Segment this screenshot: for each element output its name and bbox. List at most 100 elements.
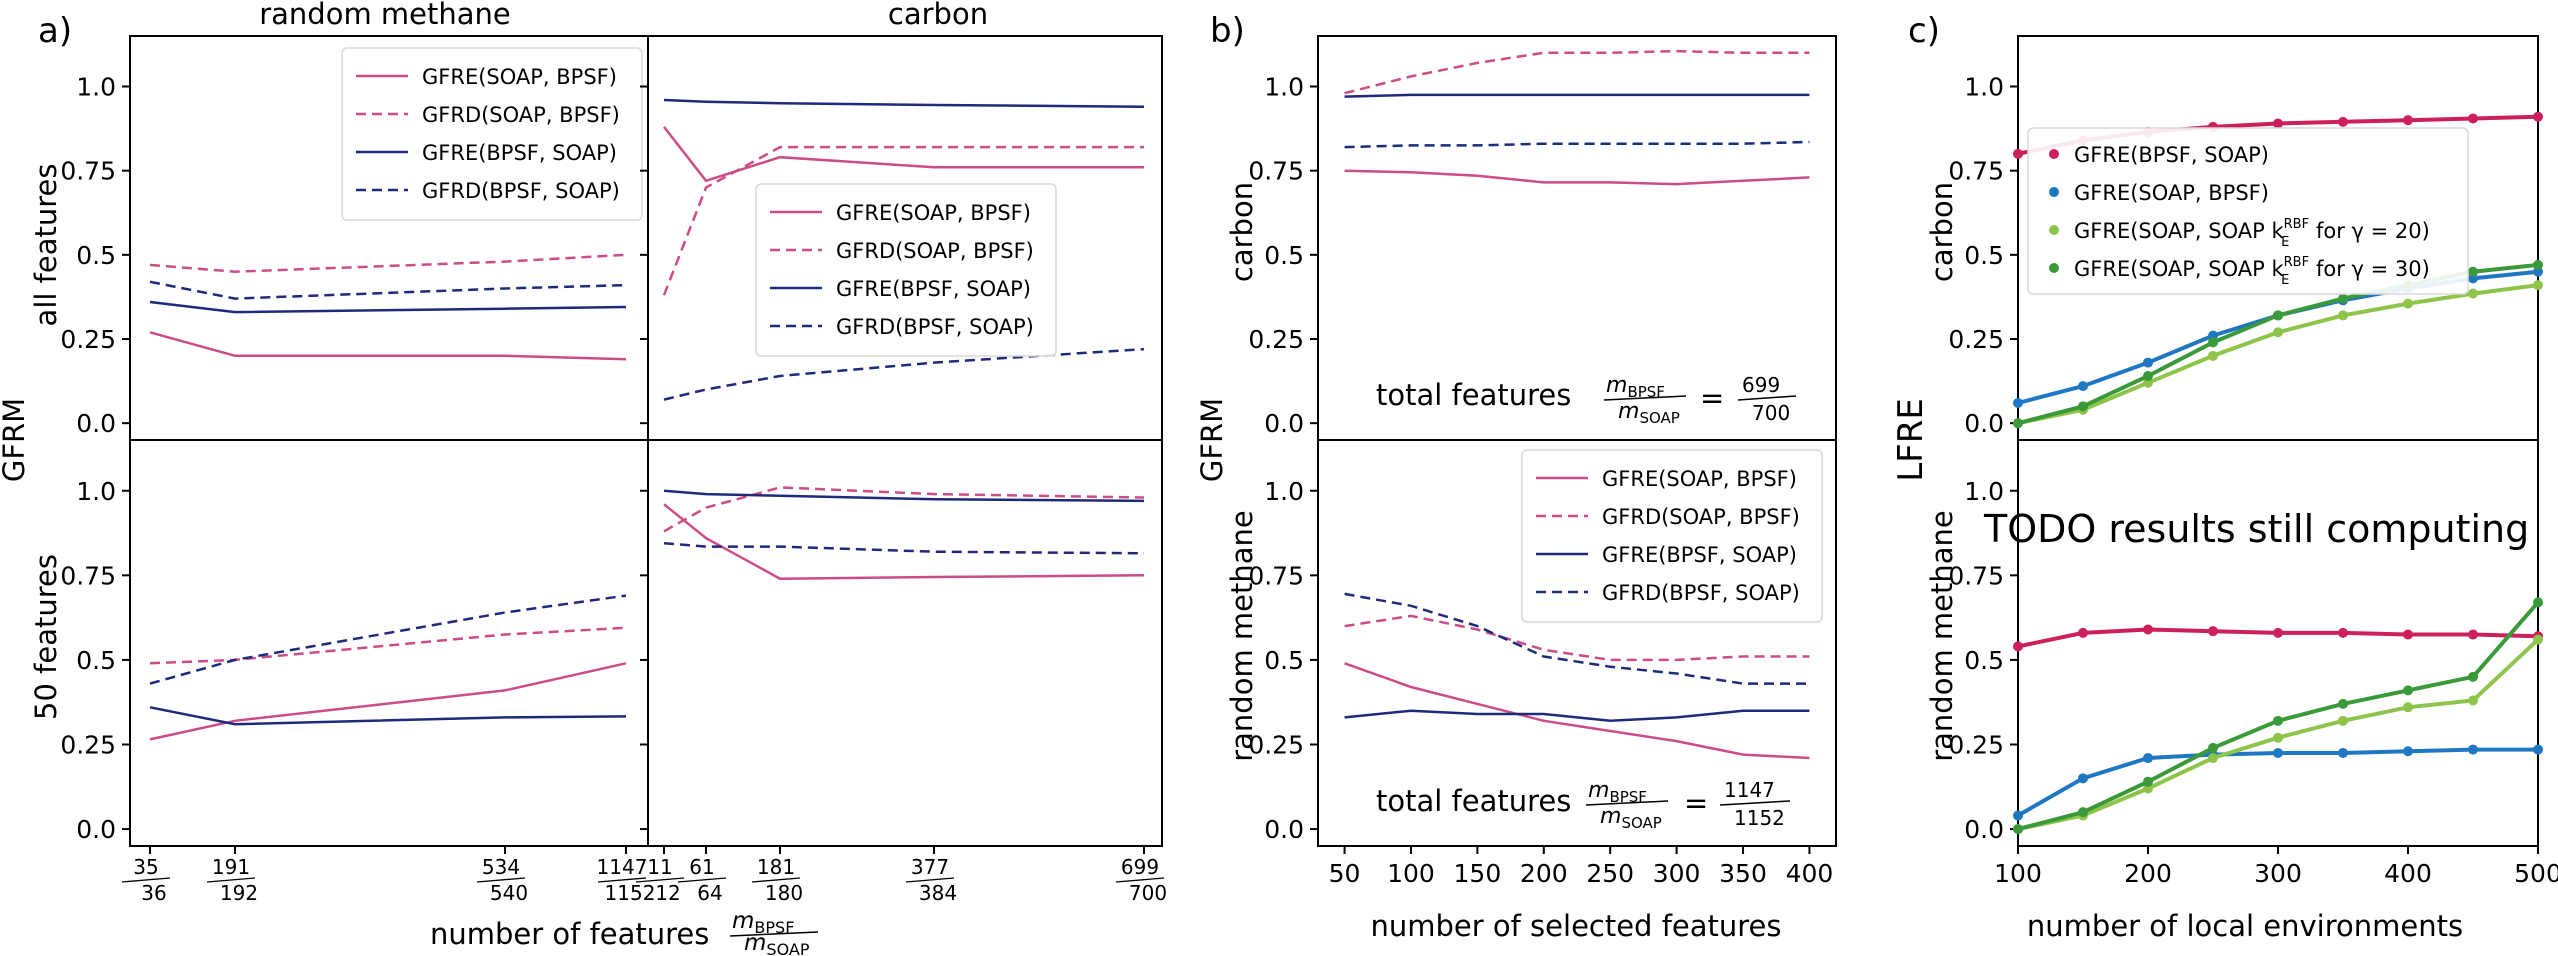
legend-label: GFRE(BPSF, SOAP) (1602, 543, 1797, 567)
svg-text:=: = (1700, 381, 1724, 415)
data-point (2468, 113, 2478, 124)
xtick-label: 200 (2124, 859, 2172, 888)
data-point (2338, 627, 2348, 638)
data-point (2208, 337, 2218, 348)
data-point (2403, 746, 2413, 757)
data-point (2468, 671, 2478, 682)
ytick-label-b-carbon: 0.0 (1264, 409, 1304, 438)
plot-b-carbon: 0.0 0.25 0.5 0.75 1.0 (1248, 35, 1837, 441)
xtick-label: 300 (2254, 859, 2302, 888)
series-line (663, 486, 1145, 533)
xtick-label-den: 700 (1129, 881, 1167, 905)
series-line (1344, 662, 1810, 760)
series-line (1344, 592, 1810, 685)
xtick-label-bar (635, 877, 685, 883)
ytick-label-c-carbon: 1.0 (1964, 73, 2004, 102)
ytick-label-c-methane: 0.25 (1948, 731, 2004, 760)
series-line (663, 541, 1145, 555)
xtick-label: 50 (1329, 859, 1361, 888)
ytick-label-c-methane: 0.75 (1948, 561, 2004, 590)
data-point (2338, 698, 2348, 709)
data-point (2208, 350, 2218, 361)
data-point (2338, 310, 2348, 321)
xlabel-a-text: number of features (430, 917, 709, 951)
xtick-label-num: 534 (482, 855, 520, 879)
series-line (2017, 283, 2539, 426)
plot-b-methane: 0.0 0.25 0.5 0.75 1.0 GFRE(SOAP, BPSF) GFRD(SO… (1248, 439, 1837, 888)
data-point (2013, 641, 2023, 652)
ytick-label-a-methane-all: 1.0 (76, 73, 116, 102)
svg-text:mBPSF: mBPSF (1606, 373, 1665, 401)
ylabel-gfrm-b: GFRM (1195, 398, 1229, 482)
data-point (2533, 111, 2543, 122)
data-point (2143, 776, 2153, 787)
xtick-label-num: 699 (1121, 855, 1159, 879)
legend-label: GFRD(SOAP, BPSF) (1602, 505, 1800, 529)
legend-label: GFRE(BPSF, SOAP) (2074, 143, 2269, 167)
xlabel-a-ratio-den: mSOAP (744, 930, 810, 956)
axes-frame-b-methane (1317, 439, 1837, 847)
series-line (1344, 169, 1810, 186)
ytick-label-b-methane: 0.5 (1264, 646, 1304, 675)
data-point (2143, 753, 2153, 764)
svg-text:mSOAP: mSOAP (1618, 399, 1680, 427)
series-line (1344, 93, 1810, 98)
plots: 0.0 0.25 0.5 0.75 1.0 GFRE(SOAP, BPSF) GFRD(SO… (60, 35, 2558, 905)
ytick-label-c-carbon: 0.25 (1948, 325, 2004, 354)
total-features-bottom-num: 1147 (1724, 778, 1775, 802)
xtick-label-den: 1152 (605, 881, 656, 905)
ylabel-gfrm-a: GFRM (0, 398, 31, 482)
ytick-label-b-carbon: 0.25 (1248, 325, 1304, 354)
xtick-label: 100 (1994, 859, 2042, 888)
xtick-label-bar (476, 877, 526, 883)
series-line (1344, 709, 1810, 723)
xtick-label-den: 540 (490, 881, 528, 905)
data-point (2078, 401, 2088, 412)
xtick-label-den: 384 (919, 881, 957, 905)
xlabel-b: number of selected features (1370, 909, 1781, 943)
xtick-label-num: 11 (647, 855, 672, 879)
series-line (662, 145, 1144, 296)
ylabel-all-features: all features (29, 164, 63, 327)
plot-a-methane-all: 0.0 0.25 0.5 0.75 1.0 GFRE(SOAP, BPSF) GFRD(SO… (60, 35, 649, 441)
data-point (2078, 807, 2088, 818)
xtick-label: 350 (1719, 859, 1767, 888)
series-line (149, 300, 627, 314)
xtick-label-den: 180 (765, 881, 803, 905)
data-point (2403, 298, 2413, 309)
ylabel-methane-c: random methane (1925, 510, 1959, 762)
ytick-label-b-methane: 0.75 (1248, 561, 1304, 590)
total-features-top-text: total features (1376, 378, 1571, 412)
data-point (2403, 629, 2413, 640)
series-line (1344, 614, 1810, 662)
total-features-top-den: 700 (1752, 401, 1790, 425)
ytick-label-a-methane-all: 0.25 (60, 325, 116, 354)
ylabel-lfre: LFRE (1891, 398, 1931, 482)
total-features-bottom-den: 1152 (1734, 806, 1785, 830)
data-point (2533, 259, 2543, 270)
data-point (2078, 773, 2088, 784)
data-point (2338, 747, 2348, 758)
data-point (2533, 744, 2543, 755)
xtick-label-bar (206, 877, 256, 883)
ytick-label-a-methane-all: 0.5 (76, 241, 116, 270)
ytick-label-b-methane: 0.25 (1248, 731, 1304, 760)
data-point (2338, 293, 2348, 304)
series-line (663, 503, 1145, 580)
xtick-label-num: 181 (757, 855, 795, 879)
ytick-label-b-carbon: 0.5 (1264, 241, 1304, 270)
ytick-label-c-carbon: 0.75 (1948, 157, 2004, 186)
data-point (2013, 148, 2023, 159)
title-carbon: carbon (888, 0, 988, 31)
svg-text:mBPSF: mBPSF (1588, 778, 1647, 806)
todo-annotation: TODO results still computing (1983, 507, 2529, 551)
legend-label: GFRD(BPSF, SOAP) (422, 179, 620, 203)
data-point (2468, 288, 2478, 299)
xtick-label-den: 192 (220, 881, 258, 905)
legend-swatch (2049, 149, 2059, 159)
xtick-label-den: 36 (141, 881, 166, 905)
data-point (2208, 742, 2218, 753)
